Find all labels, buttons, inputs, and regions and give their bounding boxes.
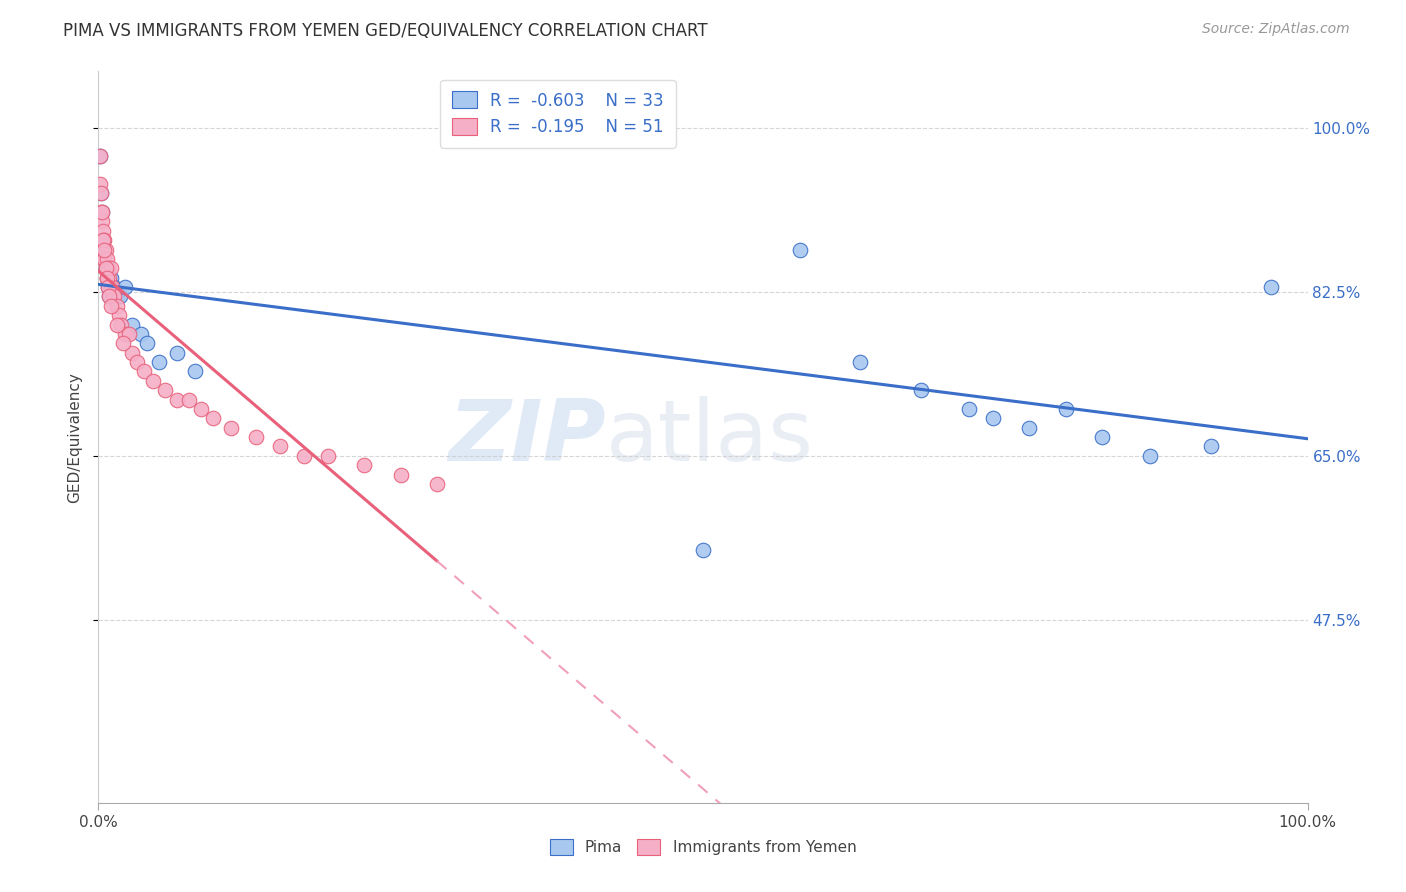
Point	[221, 420, 243, 434]
Point	[1091, 430, 1114, 444]
Point	[96, 270, 118, 285]
Point	[142, 374, 165, 388]
Point	[97, 280, 120, 294]
Point	[89, 149, 111, 163]
Point	[103, 289, 125, 303]
Point	[89, 177, 111, 191]
Point	[179, 392, 201, 407]
Point	[353, 458, 375, 473]
Point	[90, 186, 112, 201]
Point	[114, 280, 136, 294]
Point	[93, 233, 115, 247]
Point	[202, 411, 225, 425]
Point	[1139, 449, 1161, 463]
Point	[98, 270, 121, 285]
Point	[94, 243, 117, 257]
Point	[111, 336, 134, 351]
Point	[389, 467, 412, 482]
Point	[316, 449, 339, 463]
Point	[100, 280, 122, 294]
Point	[789, 243, 811, 257]
Y-axis label: GED/Equivalency: GED/Equivalency	[66, 372, 82, 502]
Point	[97, 280, 120, 294]
Point	[121, 345, 143, 359]
Point	[96, 252, 118, 266]
Point	[91, 233, 114, 247]
Point	[93, 243, 115, 257]
Point	[103, 280, 125, 294]
Point	[1260, 280, 1282, 294]
Point	[91, 214, 114, 228]
Point	[981, 411, 1004, 425]
Point	[184, 364, 207, 378]
Point	[91, 224, 114, 238]
Point	[93, 243, 115, 257]
Point	[100, 299, 122, 313]
Text: Source: ZipAtlas.com: Source: ZipAtlas.com	[1202, 22, 1350, 37]
Point	[245, 430, 267, 444]
Point	[97, 261, 120, 276]
Point	[1018, 420, 1040, 434]
Point	[108, 308, 131, 322]
Point	[90, 205, 112, 219]
Point	[849, 355, 872, 369]
Point	[166, 392, 188, 407]
Text: ZIP: ZIP	[449, 395, 606, 479]
Point	[100, 270, 122, 285]
Point	[135, 336, 157, 351]
Point	[292, 449, 315, 463]
Point	[190, 401, 212, 416]
Point	[91, 233, 114, 247]
Point	[153, 383, 176, 397]
Point	[100, 280, 122, 294]
Point	[114, 326, 136, 341]
Point	[108, 289, 131, 303]
Point	[127, 355, 149, 369]
Point	[91, 233, 114, 247]
Point	[101, 289, 124, 303]
Point	[110, 318, 132, 332]
Point	[94, 261, 117, 276]
Point	[118, 326, 141, 341]
Point	[91, 252, 114, 266]
Point	[129, 326, 152, 341]
Point	[957, 401, 980, 416]
Legend: Pima, Immigrants from Yemen: Pima, Immigrants from Yemen	[544, 833, 862, 861]
Point	[100, 261, 122, 276]
Point	[105, 318, 128, 332]
Point	[1199, 440, 1222, 454]
Text: PIMA VS IMMIGRANTS FROM YEMEN GED/EQUIVALENCY CORRELATION CHART: PIMA VS IMMIGRANTS FROM YEMEN GED/EQUIVA…	[63, 22, 707, 40]
Point	[134, 364, 156, 378]
Point	[910, 383, 932, 397]
Point	[1054, 401, 1077, 416]
Point	[105, 299, 128, 313]
Point	[98, 289, 121, 303]
Point	[98, 289, 121, 303]
Point	[96, 270, 118, 285]
Point	[91, 205, 114, 219]
Point	[166, 345, 188, 359]
Point	[94, 261, 117, 276]
Point	[148, 355, 170, 369]
Point	[90, 186, 112, 201]
Point	[96, 270, 118, 285]
Point	[426, 477, 449, 491]
Point	[89, 149, 111, 163]
Point	[91, 205, 114, 219]
Point	[105, 289, 128, 303]
Point	[93, 252, 115, 266]
Text: atlas: atlas	[606, 395, 814, 479]
Point	[692, 542, 714, 557]
Point	[121, 318, 143, 332]
Point	[269, 440, 291, 454]
